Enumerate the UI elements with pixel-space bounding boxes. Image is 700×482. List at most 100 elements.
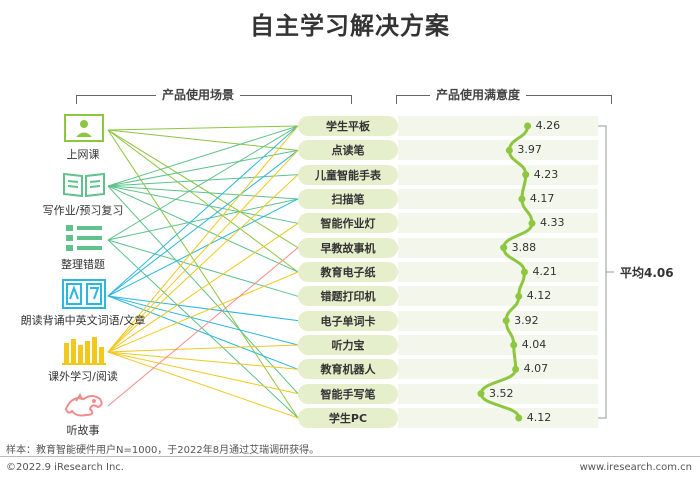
connection-line [107, 125, 299, 131]
connection-line [107, 125, 299, 241]
connection-line [107, 129, 299, 419]
scene-label: 上网课 [66, 148, 100, 161]
product-label: 智能手写笔 [298, 383, 398, 404]
connection-line [107, 351, 299, 370]
score-label: 4.17 [529, 191, 555, 205]
website: www.iresearch.com.cn [579, 462, 692, 473]
product-label: 教育机器人 [298, 359, 398, 380]
satisfaction-point [520, 268, 528, 276]
scene-label: 朗读背诵中英文词语/文章 [20, 314, 146, 327]
satisfaction-point [502, 317, 510, 325]
row-band [398, 310, 598, 331]
row-band [398, 213, 598, 234]
connection-line [107, 185, 299, 273]
score-label: 3.88 [511, 240, 537, 254]
average-label: 平均4.06 [620, 266, 674, 280]
footnote: 样本：教育智能硬件用户N=1000，于2022年8月通过艾瑞调研获得。 [6, 445, 320, 456]
row-band [398, 188, 598, 209]
connection-line [107, 125, 299, 187]
connection-line [107, 239, 299, 297]
satisfaction-point [510, 341, 518, 349]
satisfaction-point [515, 292, 523, 300]
connection-line [107, 295, 299, 322]
connection-line [107, 174, 299, 187]
satisfaction-point [528, 219, 536, 227]
connection-line [107, 149, 299, 297]
score-label: 4.33 [540, 216, 565, 230]
product-label: 学生平板 [298, 116, 398, 136]
product-label: 扫描笔 [298, 188, 398, 209]
bookshelf-icon [60, 334, 108, 366]
score-label: 4.12 [526, 410, 552, 424]
row-band [398, 164, 598, 185]
product-label: 电子单词卡 [298, 310, 398, 331]
connection-line [107, 125, 299, 353]
connection-line [107, 149, 299, 187]
score-label: 4.26 [535, 119, 561, 132]
row-band [398, 237, 598, 258]
mistake-list-icon [60, 222, 108, 254]
row-band [398, 286, 598, 307]
product-label: 教育电子纸 [298, 261, 398, 282]
scene-label: 整理错题 [61, 258, 105, 271]
connection-line [107, 129, 299, 151]
scene-label: 写作业/预习复习 [42, 204, 124, 217]
connection-line [107, 295, 299, 370]
product-label: 错题打印机 [298, 286, 398, 307]
row-band [398, 407, 598, 428]
product-label: 智能作业灯 [298, 213, 398, 234]
row-band [398, 140, 598, 161]
connection-line [107, 239, 299, 419]
row-band [398, 334, 598, 355]
connection-line [107, 344, 299, 353]
product-label: 听力宝 [298, 334, 398, 355]
satisfaction-point [522, 171, 530, 179]
score-label: 4.07 [523, 362, 549, 376]
satisfaction-point [500, 244, 508, 252]
score-label: 4.21 [532, 264, 557, 278]
bilingual-reading-icon [60, 278, 108, 310]
score-label: 4.04 [521, 337, 547, 351]
average-brace [598, 125, 614, 419]
connection-line [107, 185, 299, 200]
connection-line [107, 271, 299, 353]
connection-line [107, 247, 299, 407]
connection-line [107, 185, 299, 224]
row-band [398, 383, 598, 404]
satisfaction-section-title: 产品使用满意度 [430, 86, 527, 103]
row-band [398, 116, 598, 136]
connection-line [107, 129, 299, 249]
satisfaction-point [518, 195, 526, 203]
connection-line [107, 174, 299, 353]
scene-label: 听故事 [66, 424, 100, 437]
score-label: 3.97 [517, 143, 542, 157]
connection-line [107, 149, 299, 353]
copyright: ©2022.9 iResearch Inc. [6, 462, 124, 473]
homework-book-icon [60, 168, 108, 200]
product-label: 儿童智能手表 [298, 164, 398, 185]
connection-line [107, 222, 299, 353]
connection-line [107, 198, 299, 297]
score-label: 3.92 [514, 313, 539, 327]
score-label: 4.23 [533, 167, 559, 181]
connection-line [107, 129, 299, 273]
satisfaction-point [505, 146, 513, 154]
row-band [398, 359, 598, 380]
satisfaction-point [477, 390, 485, 398]
scenes-section-title: 产品使用场景 [156, 86, 241, 103]
connection-line [107, 351, 299, 395]
online-class-icon [60, 112, 108, 144]
satisfaction-point [512, 365, 520, 373]
product-label: 点读笔 [298, 140, 398, 161]
connection-line [107, 125, 299, 297]
page-title: 自主学习解决方案 [250, 12, 450, 40]
satisfaction-point [524, 122, 532, 130]
scene-label: 课外学习/阅读 [48, 370, 118, 383]
row-band [398, 261, 598, 282]
story-dragon-icon [60, 388, 108, 420]
product-label: 学生PC [298, 407, 398, 428]
score-label: 4.12 [526, 289, 552, 303]
connection-line [107, 198, 299, 241]
